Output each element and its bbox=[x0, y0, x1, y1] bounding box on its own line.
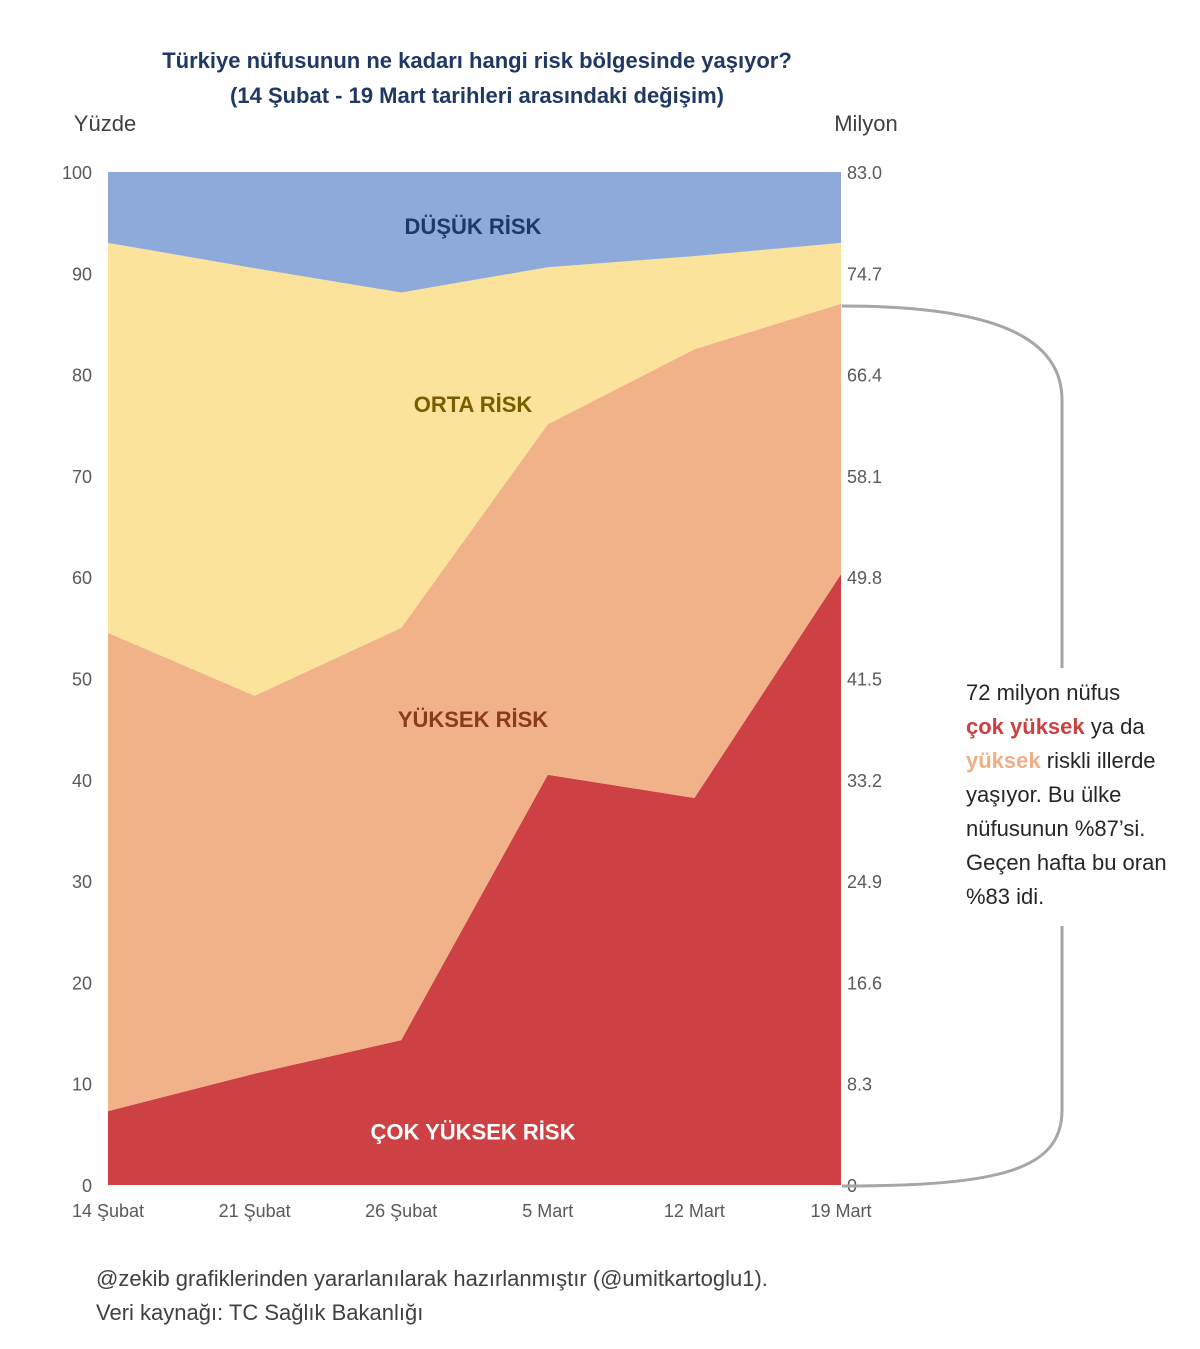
callout-text-1: 72 milyon nüfus bbox=[966, 680, 1121, 705]
callout-highlight-high: yüksek bbox=[966, 748, 1041, 773]
left-tick-label: 20 bbox=[72, 973, 92, 993]
right-tick-label: 41.5 bbox=[847, 670, 882, 690]
series-labels-group: ÇOK YÜKSEK RİSK YÜKSEK RİSK ORTA RİSK DÜŞÜK… bbox=[371, 214, 576, 1144]
left-tick-label: 10 bbox=[72, 1075, 92, 1095]
annotation-callout: 72 milyon nüfus çok yüksek ya da yüksek … bbox=[966, 676, 1198, 914]
left-tick-label: 80 bbox=[72, 366, 92, 386]
left-tick-label: 50 bbox=[72, 670, 92, 690]
x-tick-label: 5 Mart bbox=[522, 1201, 573, 1221]
x-tick-label: 12 Mart bbox=[664, 1201, 725, 1221]
series-label-1: ÇOK YÜKSEK RİSK bbox=[371, 1119, 576, 1144]
footer-credits: @zekib grafiklerinden yararlanılarak haz… bbox=[96, 1262, 768, 1330]
left-tick-label: 0 bbox=[82, 1176, 92, 1196]
right-tick-label: 49.8 bbox=[847, 568, 882, 588]
right-axis-unit-label: Milyon bbox=[834, 111, 898, 136]
annotation-bracket bbox=[841, 304, 1064, 1188]
right-tick-label: 83.0 bbox=[847, 163, 882, 183]
x-tick-label: 26 Şubat bbox=[365, 1201, 437, 1221]
left-tick-label: 90 bbox=[72, 264, 92, 284]
left-tick-label: 100 bbox=[62, 163, 92, 183]
right-tick-label: 16.6 bbox=[847, 973, 882, 993]
chart-title-line1: Türkiye nüfusunun ne kadarı hangi risk b… bbox=[162, 48, 792, 73]
right-tick-label: 8.3 bbox=[847, 1075, 872, 1095]
right-tick-label: 24.9 bbox=[847, 872, 882, 892]
series-label-4: DÜŞÜK RİSK bbox=[405, 214, 542, 239]
right-tick-label: 66.4 bbox=[847, 366, 882, 386]
footer-credit-line: @zekib grafiklerinden yararlanılarak haz… bbox=[96, 1266, 768, 1291]
right-tick-label: 74.7 bbox=[847, 264, 882, 284]
area-series-2 bbox=[108, 303, 841, 1112]
right-tick-label: 58.1 bbox=[847, 467, 882, 487]
left-tick-label: 40 bbox=[72, 771, 92, 791]
area-series-4 bbox=[108, 172, 841, 293]
series-label-2: YÜKSEK RİSK bbox=[398, 707, 548, 732]
x-tick-label: 21 Şubat bbox=[219, 1201, 291, 1221]
area-series-group bbox=[108, 172, 841, 1185]
area-series-1 bbox=[108, 574, 841, 1185]
callout-text-3: ya da bbox=[1084, 714, 1145, 739]
x-axis-ticks: 14 Şubat 21 Şubat 26 Şubat 5 Mart 12 Mart 19 … bbox=[72, 1201, 872, 1221]
left-axis-ticks: 0 10 20 30 40 50 60 70 80 90 100 bbox=[62, 163, 92, 1196]
left-tick-label: 60 bbox=[72, 568, 92, 588]
left-axis-unit-label: Yüzde bbox=[74, 111, 136, 136]
x-tick-label: 19 Mart bbox=[810, 1201, 871, 1221]
right-tick-label: 33.2 bbox=[847, 771, 882, 791]
left-tick-label: 30 bbox=[72, 872, 92, 892]
left-tick-label: 70 bbox=[72, 467, 92, 487]
chart-title-line2: (14 Şubat - 19 Mart tarihleri arasındaki… bbox=[230, 83, 724, 108]
area-series-3 bbox=[108, 242, 841, 696]
series-label-3: ORTA RİSK bbox=[414, 392, 533, 417]
right-axis-ticks: 08.316.624.933.241.549.858.166.474.783.0 bbox=[847, 163, 882, 1196]
callout-text-5: riskli illerde yaşıyor. Bu ülke nüfusunu… bbox=[966, 748, 1167, 909]
x-tick-label: 14 Şubat bbox=[72, 1201, 144, 1221]
callout-highlight-very-high: çok yüksek bbox=[966, 714, 1085, 739]
footer-source-line: Veri kaynağı: TC Sağlık Bakanlığı bbox=[96, 1300, 424, 1325]
